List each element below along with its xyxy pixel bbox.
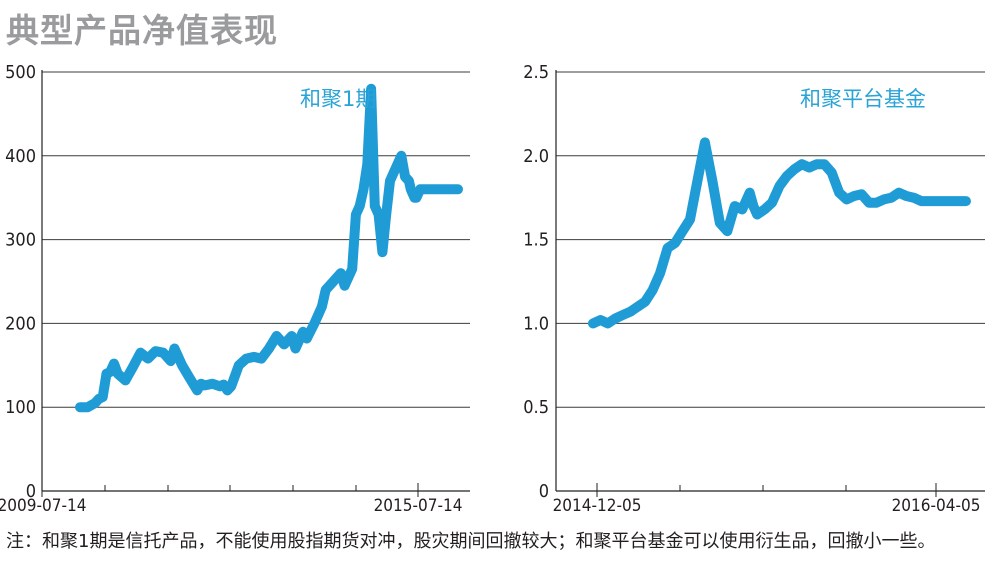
y-tick-label: 0	[539, 481, 549, 502]
y-tick-label: 500	[5, 62, 36, 83]
series-line	[75, 83, 463, 413]
y-tick-label: 0.5	[523, 397, 549, 418]
series-label: 和聚平台基金	[800, 87, 926, 111]
y-tick-label: 1.5	[523, 230, 549, 251]
y-tick-label: 400	[5, 146, 36, 167]
page-title: 典型产品净值表现	[6, 11, 278, 50]
series-line	[588, 137, 971, 329]
charts-canvas: 0 100 200 300 400 500 2009-07-14 2015-07-14 和聚1期…	[0, 62, 985, 516]
series-label: 和聚1期	[300, 87, 376, 111]
x-tick-label: 2015-07-14	[374, 496, 463, 516]
y-tick-label: 2.0	[523, 146, 549, 167]
y-tick-label: 1.0	[523, 313, 549, 334]
y-tick-label: 100	[5, 397, 36, 418]
x-tick-label: 2009-07-14	[0, 496, 86, 516]
x-tick-label: 2014-12-05	[553, 496, 642, 516]
y-tick-label: 0	[26, 481, 36, 502]
footnote: 注：和聚1期是信托产品，不能使用股指期货对冲，股灾期间回撤较大；和聚平台基金可以…	[6, 531, 936, 552]
y-tick-label: 300	[5, 230, 36, 251]
y-tick-label: 2.5	[523, 62, 549, 83]
y-tick-label: 200	[5, 313, 36, 334]
x-tick-label: 2016-04-05	[892, 496, 981, 516]
